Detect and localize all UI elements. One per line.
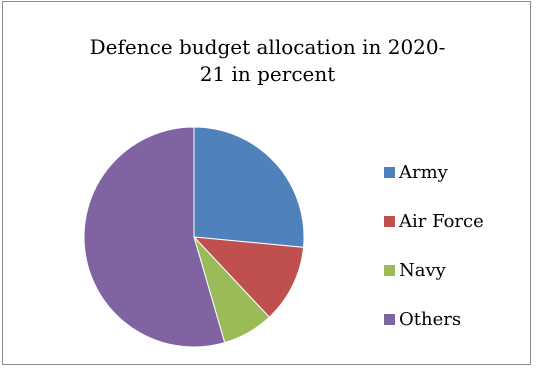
legend-label-others: Others xyxy=(399,309,462,330)
legend-label-navy: Navy xyxy=(399,260,446,281)
legend-item-army: Army xyxy=(384,148,484,197)
legend-swatch-army xyxy=(384,167,395,178)
legend-item-navy: Navy xyxy=(384,246,484,295)
pie-slice-air-force xyxy=(192,236,305,318)
legend-label-air-force: Air Force xyxy=(399,211,484,232)
legend: Army Air Force Navy Others xyxy=(384,148,484,344)
chart-title: Defence budget allocation in 2020- 21 in… xyxy=(3,34,532,88)
chart-area: Defence budget allocation in 2020- 21 in… xyxy=(2,1,531,365)
pie-slice-others xyxy=(83,126,226,348)
pie-chart xyxy=(83,126,305,348)
legend-item-air-force: Air Force xyxy=(384,197,484,246)
pie-slice-army xyxy=(193,126,305,248)
chart-title-line-2: 21 in percent xyxy=(199,62,336,86)
legend-item-others: Others xyxy=(384,295,484,344)
legend-swatch-navy xyxy=(384,265,395,276)
legend-swatch-others xyxy=(384,314,395,325)
chart-title-line-1: Defence budget allocation in 2020- xyxy=(89,35,446,59)
legend-label-army: Army xyxy=(399,162,448,183)
legend-swatch-air-force xyxy=(384,216,395,227)
